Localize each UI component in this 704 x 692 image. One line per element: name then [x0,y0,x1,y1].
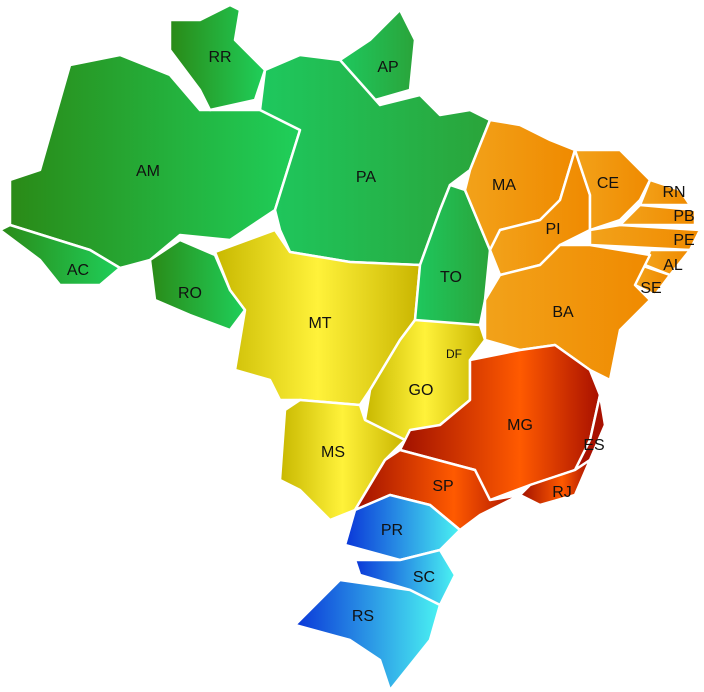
state-pr [343,493,462,562]
state-label: AM [136,163,160,180]
state-label: PB [673,208,694,225]
state-label: BA [552,304,574,321]
state-label: PI [545,221,560,238]
state-label: SP [432,478,453,495]
state-label: AC [67,262,89,279]
state-label: MG [507,417,533,434]
state-pe [588,223,702,252]
state-label: RN [662,184,685,201]
state-label: AP [377,59,398,76]
state-label: MS [321,444,345,461]
state-label: GO [409,382,434,399]
state-label: TO [440,269,462,286]
state-label: MA [492,177,516,194]
state-label: MT [308,315,331,332]
state-label: DF [446,347,462,361]
state-label: PE [673,232,694,249]
state-label: RS [352,608,374,625]
state-sc [353,548,457,607]
state-label: RR [208,49,231,66]
state-label: AL [663,257,683,274]
state-label: PA [356,169,376,186]
state-label: SC [413,569,435,586]
states [0,3,702,692]
state-label: RO [178,285,202,302]
state-label: SE [640,280,661,297]
state-rn [638,178,692,207]
state-label: PR [381,522,403,539]
state-ba [483,243,652,382]
state-labels: RR AP AM PA AC RO MA CE RN PB PE AL SE P… [67,49,695,625]
state-ce [573,148,652,232]
state-ac [0,223,122,287]
state-label: CE [597,175,619,192]
state-mt [213,228,422,407]
state-rj [518,458,592,507]
state-rs [293,578,442,692]
state-label: RJ [552,484,572,501]
state-label: ES [583,437,604,454]
state-pb [618,203,697,227]
